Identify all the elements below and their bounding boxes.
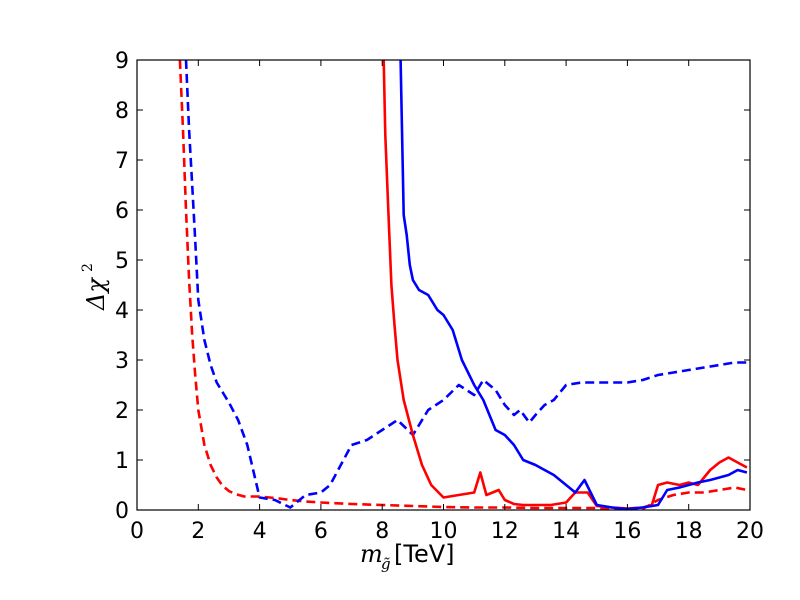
- y-tick-label: 9: [115, 49, 129, 74]
- y-axis-label: Δχ 2: [80, 263, 110, 311]
- x-axis-label-main: m: [360, 540, 383, 568]
- x-tick-label: 6: [314, 519, 328, 544]
- y-tick-label: 5: [115, 249, 129, 274]
- y-tick-label: 1: [115, 449, 129, 474]
- y-tick-label: 6: [115, 199, 129, 224]
- y-tick-label: 3: [115, 349, 129, 374]
- series-line-1: [184, 60, 750, 509]
- y-tick-label: 0: [115, 499, 129, 524]
- y-tick-label: 2: [115, 399, 129, 424]
- x-axis-label: m g̃ [TeV]: [360, 540, 455, 573]
- x-axis-label-subscript: g̃: [381, 555, 391, 573]
- series-line-0: [178, 60, 748, 510]
- x-tick-label: 0: [130, 519, 144, 544]
- x-tick-label: 8: [375, 519, 389, 544]
- series-layer: [178, 60, 750, 510]
- series-line-3: [399, 60, 748, 510]
- y-axis-ticks: 0 1 2 3 4 5 6 7 8 9: [115, 49, 750, 524]
- plot-frame: [136, 59, 751, 511]
- x-tick-label: 14: [552, 519, 580, 544]
- x-axis-ticks: 0 2 4 6 8 10 12 14 16 18 20: [130, 60, 764, 544]
- x-tick-label: 2: [191, 519, 205, 544]
- y-axis-label-superscript: 2: [80, 263, 96, 272]
- x-tick-label: 18: [675, 519, 703, 544]
- y-tick-label: 7: [115, 149, 129, 174]
- x-tick-label: 12: [491, 519, 519, 544]
- x-tick-label: 4: [253, 519, 267, 544]
- x-axis-label-unit: [TeV]: [394, 540, 455, 568]
- x-tick-label: 16: [613, 519, 641, 544]
- y-tick-label: 8: [115, 99, 129, 124]
- x-tick-label: 10: [430, 519, 458, 544]
- series-line-2: [382, 60, 748, 510]
- y-tick-label: 4: [115, 299, 129, 324]
- y-axis-label-main: Δχ: [82, 277, 110, 311]
- x-tick-label: 20: [736, 519, 764, 544]
